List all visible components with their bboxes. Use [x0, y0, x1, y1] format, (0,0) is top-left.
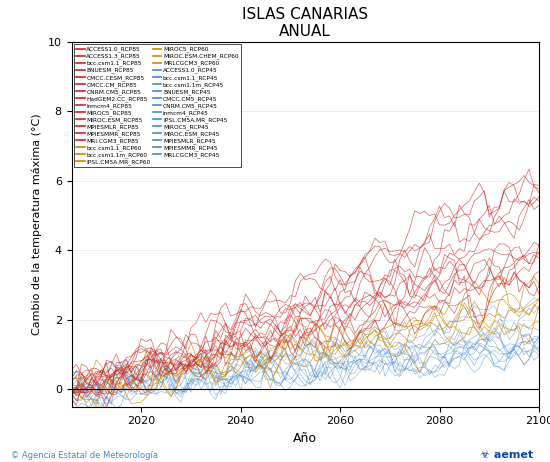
X-axis label: Año: Año — [293, 432, 317, 445]
Text: ☣ aemet: ☣ aemet — [480, 450, 534, 460]
Legend: ACCESS1.0_RCP85, ACCESS1.3_RCP85, bcc.csm1.1_RCP85, BNUESM_RCP85, CMCC.CESM_RCP8: ACCESS1.0_RCP85, ACCESS1.3_RCP85, bcc.cs… — [74, 44, 240, 167]
Text: © Agencia Estatal de Meteorología: © Agencia Estatal de Meteorología — [11, 451, 158, 460]
Y-axis label: Cambio de la temperatura máxima (°C): Cambio de la temperatura máxima (°C) — [32, 113, 42, 335]
Title: ISLAS CANARIAS
ANUAL: ISLAS CANARIAS ANUAL — [242, 6, 368, 39]
